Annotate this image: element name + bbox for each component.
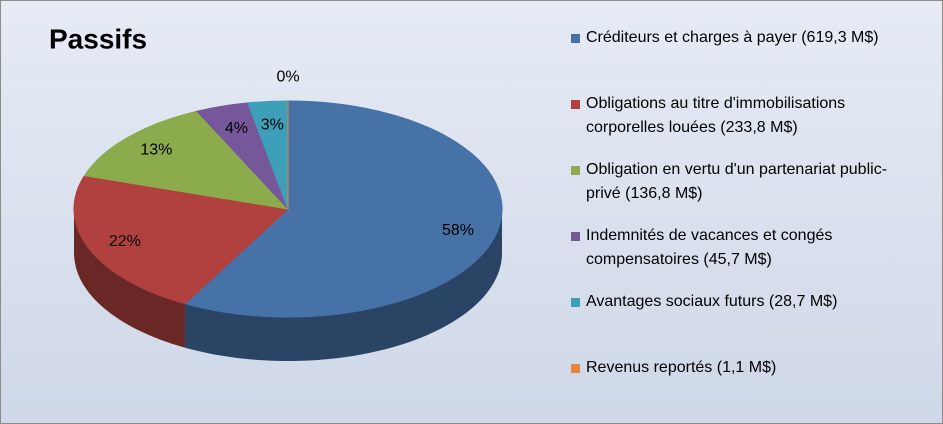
legend-item: Créditeurs et charges à payer (619,3 M$) <box>571 26 901 50</box>
legend-label: Avantages sociaux futurs (28,7 M$) <box>586 293 838 310</box>
legend-item: Obligation en vertu d'un partenariat pub… <box>571 158 901 206</box>
legend-swatch <box>571 364 580 373</box>
legend-item: Avantages sociaux futurs (28,7 M$) <box>571 290 901 314</box>
slice-side-shade <box>184 209 502 361</box>
data-label: 58% <box>442 222 474 239</box>
data-label: 22% <box>109 233 141 250</box>
legend-swatch <box>571 100 580 109</box>
slice-side <box>73 209 185 348</box>
legend-label: Obligation en vertu d'un partenariat pub… <box>586 161 888 202</box>
slice <box>183 100 503 318</box>
slice-side <box>184 209 502 361</box>
data-label: 0% <box>276 68 299 85</box>
legend-item: Obligations au titre d'immobilisations c… <box>571 92 901 140</box>
legend-swatch <box>571 298 580 307</box>
legend-swatch <box>571 166 580 175</box>
legend-label: Revenus reportés (1,1 M$) <box>586 359 777 376</box>
legend-label: Créditeurs et charges à payer (619,3 M$) <box>586 29 879 46</box>
data-label: 4% <box>225 120 248 137</box>
slice <box>83 110 290 210</box>
legend-label: Indemnités de vacances et congés compens… <box>586 227 833 268</box>
slice-side-shade <box>73 209 185 348</box>
legend-item: Indemnités de vacances et congés compens… <box>571 224 901 272</box>
slice <box>73 175 290 305</box>
legend-item: Revenus reportés (1,1 M$) <box>571 356 901 380</box>
chart-title: Passifs <box>49 23 147 54</box>
legend-swatch <box>571 34 580 43</box>
legend-label: Obligations au titre d'immobilisations c… <box>586 95 846 136</box>
legend-swatch <box>571 232 580 241</box>
data-label: 3% <box>261 116 284 133</box>
data-label: 13% <box>140 142 172 159</box>
